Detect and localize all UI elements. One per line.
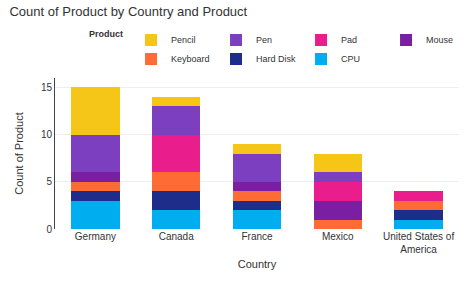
svg-text:Country: Country [238, 258, 277, 270]
svg-text:5: 5 [46, 176, 52, 187]
svg-text:Pad: Pad [341, 35, 357, 45]
svg-text:United States ofAmerica: United States ofAmerica [383, 231, 454, 255]
svg-text:Germany: Germany [75, 231, 116, 242]
svg-text:Product: Product [89, 29, 123, 39]
svg-text:0: 0 [46, 224, 52, 235]
svg-text:Keyboard: Keyboard [171, 54, 210, 64]
svg-text:Hard Disk: Hard Disk [256, 54, 296, 64]
svg-text:Canada: Canada [159, 231, 194, 242]
svg-text:10: 10 [41, 129, 53, 140]
svg-text:Count of Product: Count of Product [13, 112, 25, 195]
svg-text:Pen: Pen [256, 35, 272, 45]
svg-text:France: France [241, 231, 273, 242]
svg-text:Count of Product by Country an: Count of Product by Country and Product [9, 4, 247, 19]
svg-text:Mouse: Mouse [426, 35, 453, 45]
svg-text:Pencil: Pencil [171, 35, 196, 45]
svg-text:CPU: CPU [341, 54, 360, 64]
svg-text:15: 15 [41, 82, 53, 93]
svg-text:Mexico: Mexico [322, 231, 354, 242]
